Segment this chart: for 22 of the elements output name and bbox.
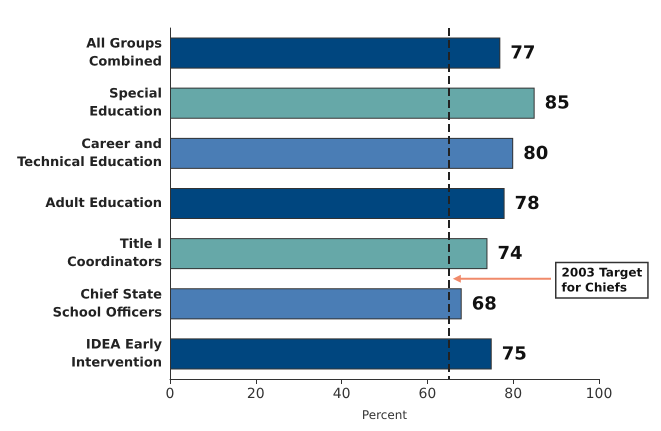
data-label: 80: [523, 142, 548, 164]
y-tick-label: All Groups Combined: [86, 36, 162, 70]
x-axis-title: Percent: [362, 408, 408, 422]
y-tick-label: Title I Coordinators: [67, 237, 162, 270]
x-tick-label: 60: [418, 386, 436, 402]
x-tick-label: 0: [166, 386, 174, 402]
data-label: 75: [502, 343, 527, 364]
y-tick-label: Special Education: [89, 86, 162, 120]
y-tick-label: Career and Technical Education: [17, 136, 162, 170]
y-tick-label: IDEA Early Intervention: [71, 337, 163, 370]
ref-line-label: 2003 Target for Chiefs: [562, 266, 642, 295]
y-tick-label: Chief State School Officers: [52, 287, 162, 320]
data-label: 68: [472, 293, 497, 314]
x-tick-label: 40: [332, 386, 351, 402]
data-label: 78: [514, 193, 540, 214]
x-tick-label: 80: [504, 386, 522, 402]
y-tick-label: Adult Education: [45, 196, 162, 211]
x-tick-label: 20: [246, 386, 265, 402]
data-label: 85: [544, 92, 570, 114]
data-label: 74: [497, 243, 523, 264]
x-tick-label: 100: [586, 386, 612, 402]
data-label: 77: [510, 42, 536, 64]
